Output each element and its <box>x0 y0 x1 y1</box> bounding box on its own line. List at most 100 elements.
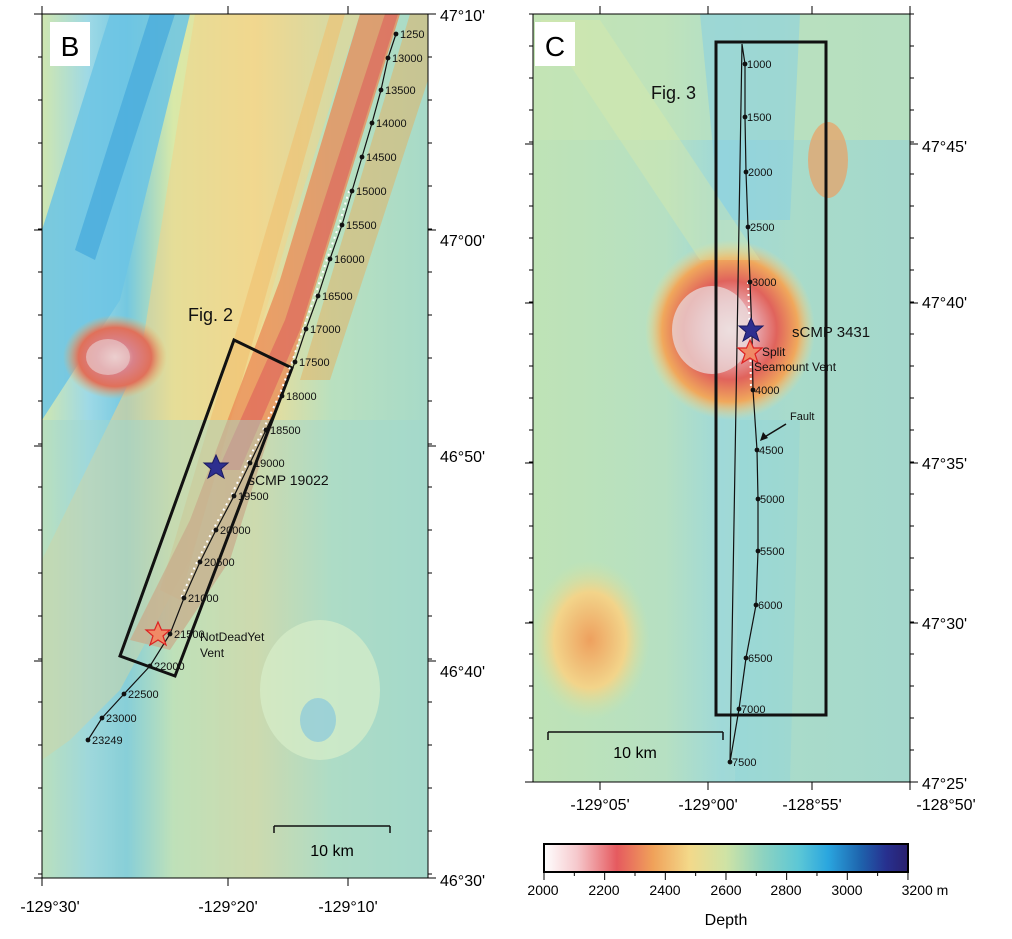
cmp-label: 1500 <box>747 112 771 124</box>
cmp-point <box>85 737 91 743</box>
cmp-point <box>231 493 237 499</box>
cmp-label: 23000 <box>106 713 137 725</box>
red-star-marker <box>736 338 764 365</box>
panel-b-frame-ticks <box>34 6 436 886</box>
panel-c-cmp-markers: 1000 1500 2000 2500 3000 4000 4500 5000 5500 6000… <box>727 59 784 769</box>
cmp-point <box>755 496 761 502</box>
colorbar-tick-label: 2200 <box>588 882 619 898</box>
panel-b-line-highlight <box>180 190 350 599</box>
panel-b-lon-ticks: -129°30' -129°20' -129°10' <box>20 899 377 916</box>
cmp-point <box>339 222 345 228</box>
cmp-point <box>292 359 298 365</box>
colorbar-tick-label: 3200 m <box>902 882 949 898</box>
fault-label: Fault <box>790 411 814 423</box>
cmp-point <box>753 602 759 608</box>
lon-tick-label: -129°30' <box>20 899 79 916</box>
panel-b-label: B <box>61 31 80 62</box>
panel-c-label: C <box>545 31 565 62</box>
lon-tick-label: -129°20' <box>198 899 257 916</box>
red-star-marker <box>144 620 172 647</box>
cmp-point <box>213 527 219 533</box>
cmp-label: 18000 <box>286 391 317 403</box>
cmp-label: 2500 <box>750 222 774 234</box>
cmp-point <box>736 706 742 712</box>
lat-tick-label: 47°45' <box>922 139 967 156</box>
cmp-point <box>378 87 384 93</box>
cmp-point <box>747 279 753 285</box>
lat-tick-label: 47°40' <box>922 295 967 312</box>
cmp-label: 1250 <box>400 29 424 41</box>
red-star-label-line1: NotDeadYet <box>200 630 265 644</box>
colorbar-gradient <box>543 843 909 873</box>
cmp-point <box>315 293 321 299</box>
lat-tick-label: 47°10' <box>440 8 485 25</box>
panel-c: 47°45' 47°40' 47°35' 47°30' 47°25' -129°… <box>525 6 976 814</box>
cmp-label: 7000 <box>741 704 765 716</box>
depth-colorbar: 2000 2200 2400 2600 2800 3000 3200 m Dep… <box>527 843 949 929</box>
cmp-label: 6000 <box>758 600 782 612</box>
cmp-point <box>754 447 760 453</box>
red-star-label-line2: Seamount Vent <box>754 360 837 374</box>
cmp-point <box>745 224 751 230</box>
fig2-box-label: Fig. 2 <box>188 305 233 325</box>
cmp-label: 22000 <box>154 661 185 673</box>
cmp-point <box>743 655 749 661</box>
panel-c-bathymetry <box>533 14 910 782</box>
cmp-label: 16000 <box>334 254 365 266</box>
cmp-label: 21500 <box>174 629 205 641</box>
scale-bar-label: 10 km <box>613 745 657 762</box>
cmp-point <box>369 120 375 126</box>
cmp-label: 4000 <box>755 385 779 397</box>
lon-tick-label: -129°10' <box>318 899 377 916</box>
colorbar-tick-label: 2600 <box>710 882 741 898</box>
cmp-label: 2000 <box>748 167 772 179</box>
cmp-label: 22500 <box>128 689 159 701</box>
fault-arrow <box>760 423 787 441</box>
colorbar-tick-label: 2400 <box>649 882 680 898</box>
cmp-point <box>742 61 748 67</box>
panel-b-cmp-markers: 1250 13000 13500 14000 14500 15000 15500 16000 1… <box>85 29 424 747</box>
cmp-label: 18500 <box>270 425 301 437</box>
cmp-label: 20000 <box>220 525 251 537</box>
colorbar-tick-label: 3000 <box>831 882 862 898</box>
red-star-label-line1: Split <box>762 345 786 359</box>
colorbar-tick-label: 2000 <box>527 882 558 898</box>
panel-c-lon-ticks: -129°05' -129°00' -128°55' -128°50' <box>570 797 975 814</box>
lon-tick-label: -129°05' <box>570 797 629 814</box>
cmp-point <box>121 691 127 697</box>
lat-tick-label: 47°35' <box>922 456 967 473</box>
cmp-label: 13500 <box>385 85 416 97</box>
cmp-label: 19500 <box>238 491 269 503</box>
cmp-label: 17000 <box>310 324 341 336</box>
cmp-label: 15000 <box>356 186 387 198</box>
panel-c-scale-bar: 10 km <box>547 731 724 762</box>
cmp-point <box>349 188 355 194</box>
panel-b-bathymetry <box>42 14 428 878</box>
blue-star-marker <box>202 453 230 480</box>
cmp-point <box>385 55 391 61</box>
lat-tick-label: 46°30' <box>440 873 485 890</box>
fig3-outline-box <box>714 40 828 717</box>
cmp-point <box>303 326 309 332</box>
panel-b: 47°10' 47°00' 46°50' 46°40' 46°30' -129°… <box>20 6 485 916</box>
lat-tick-label: 47°30' <box>922 616 967 633</box>
lat-tick-label: 46°50' <box>440 449 485 466</box>
panel-c-label-box <box>535 22 575 66</box>
lon-tick-label: -128°50' <box>916 797 975 814</box>
cmp-point <box>742 114 748 120</box>
cmp-label: 23249 <box>92 735 123 747</box>
cmp-label: 13000 <box>392 53 423 65</box>
cmp-point <box>247 460 253 466</box>
blue-star-label: sCMP 3431 <box>792 324 870 341</box>
cmp-point <box>279 393 285 399</box>
cmp-point <box>755 548 761 554</box>
panel-c-frame-ticks <box>525 6 918 790</box>
cmp-point <box>263 427 269 433</box>
cmp-point <box>393 31 399 37</box>
cmp-label: 5000 <box>760 494 784 506</box>
cmp-point <box>197 559 203 565</box>
colorbar-label: Depth <box>705 912 748 929</box>
cmp-point <box>327 256 333 262</box>
cmp-point <box>727 759 733 765</box>
